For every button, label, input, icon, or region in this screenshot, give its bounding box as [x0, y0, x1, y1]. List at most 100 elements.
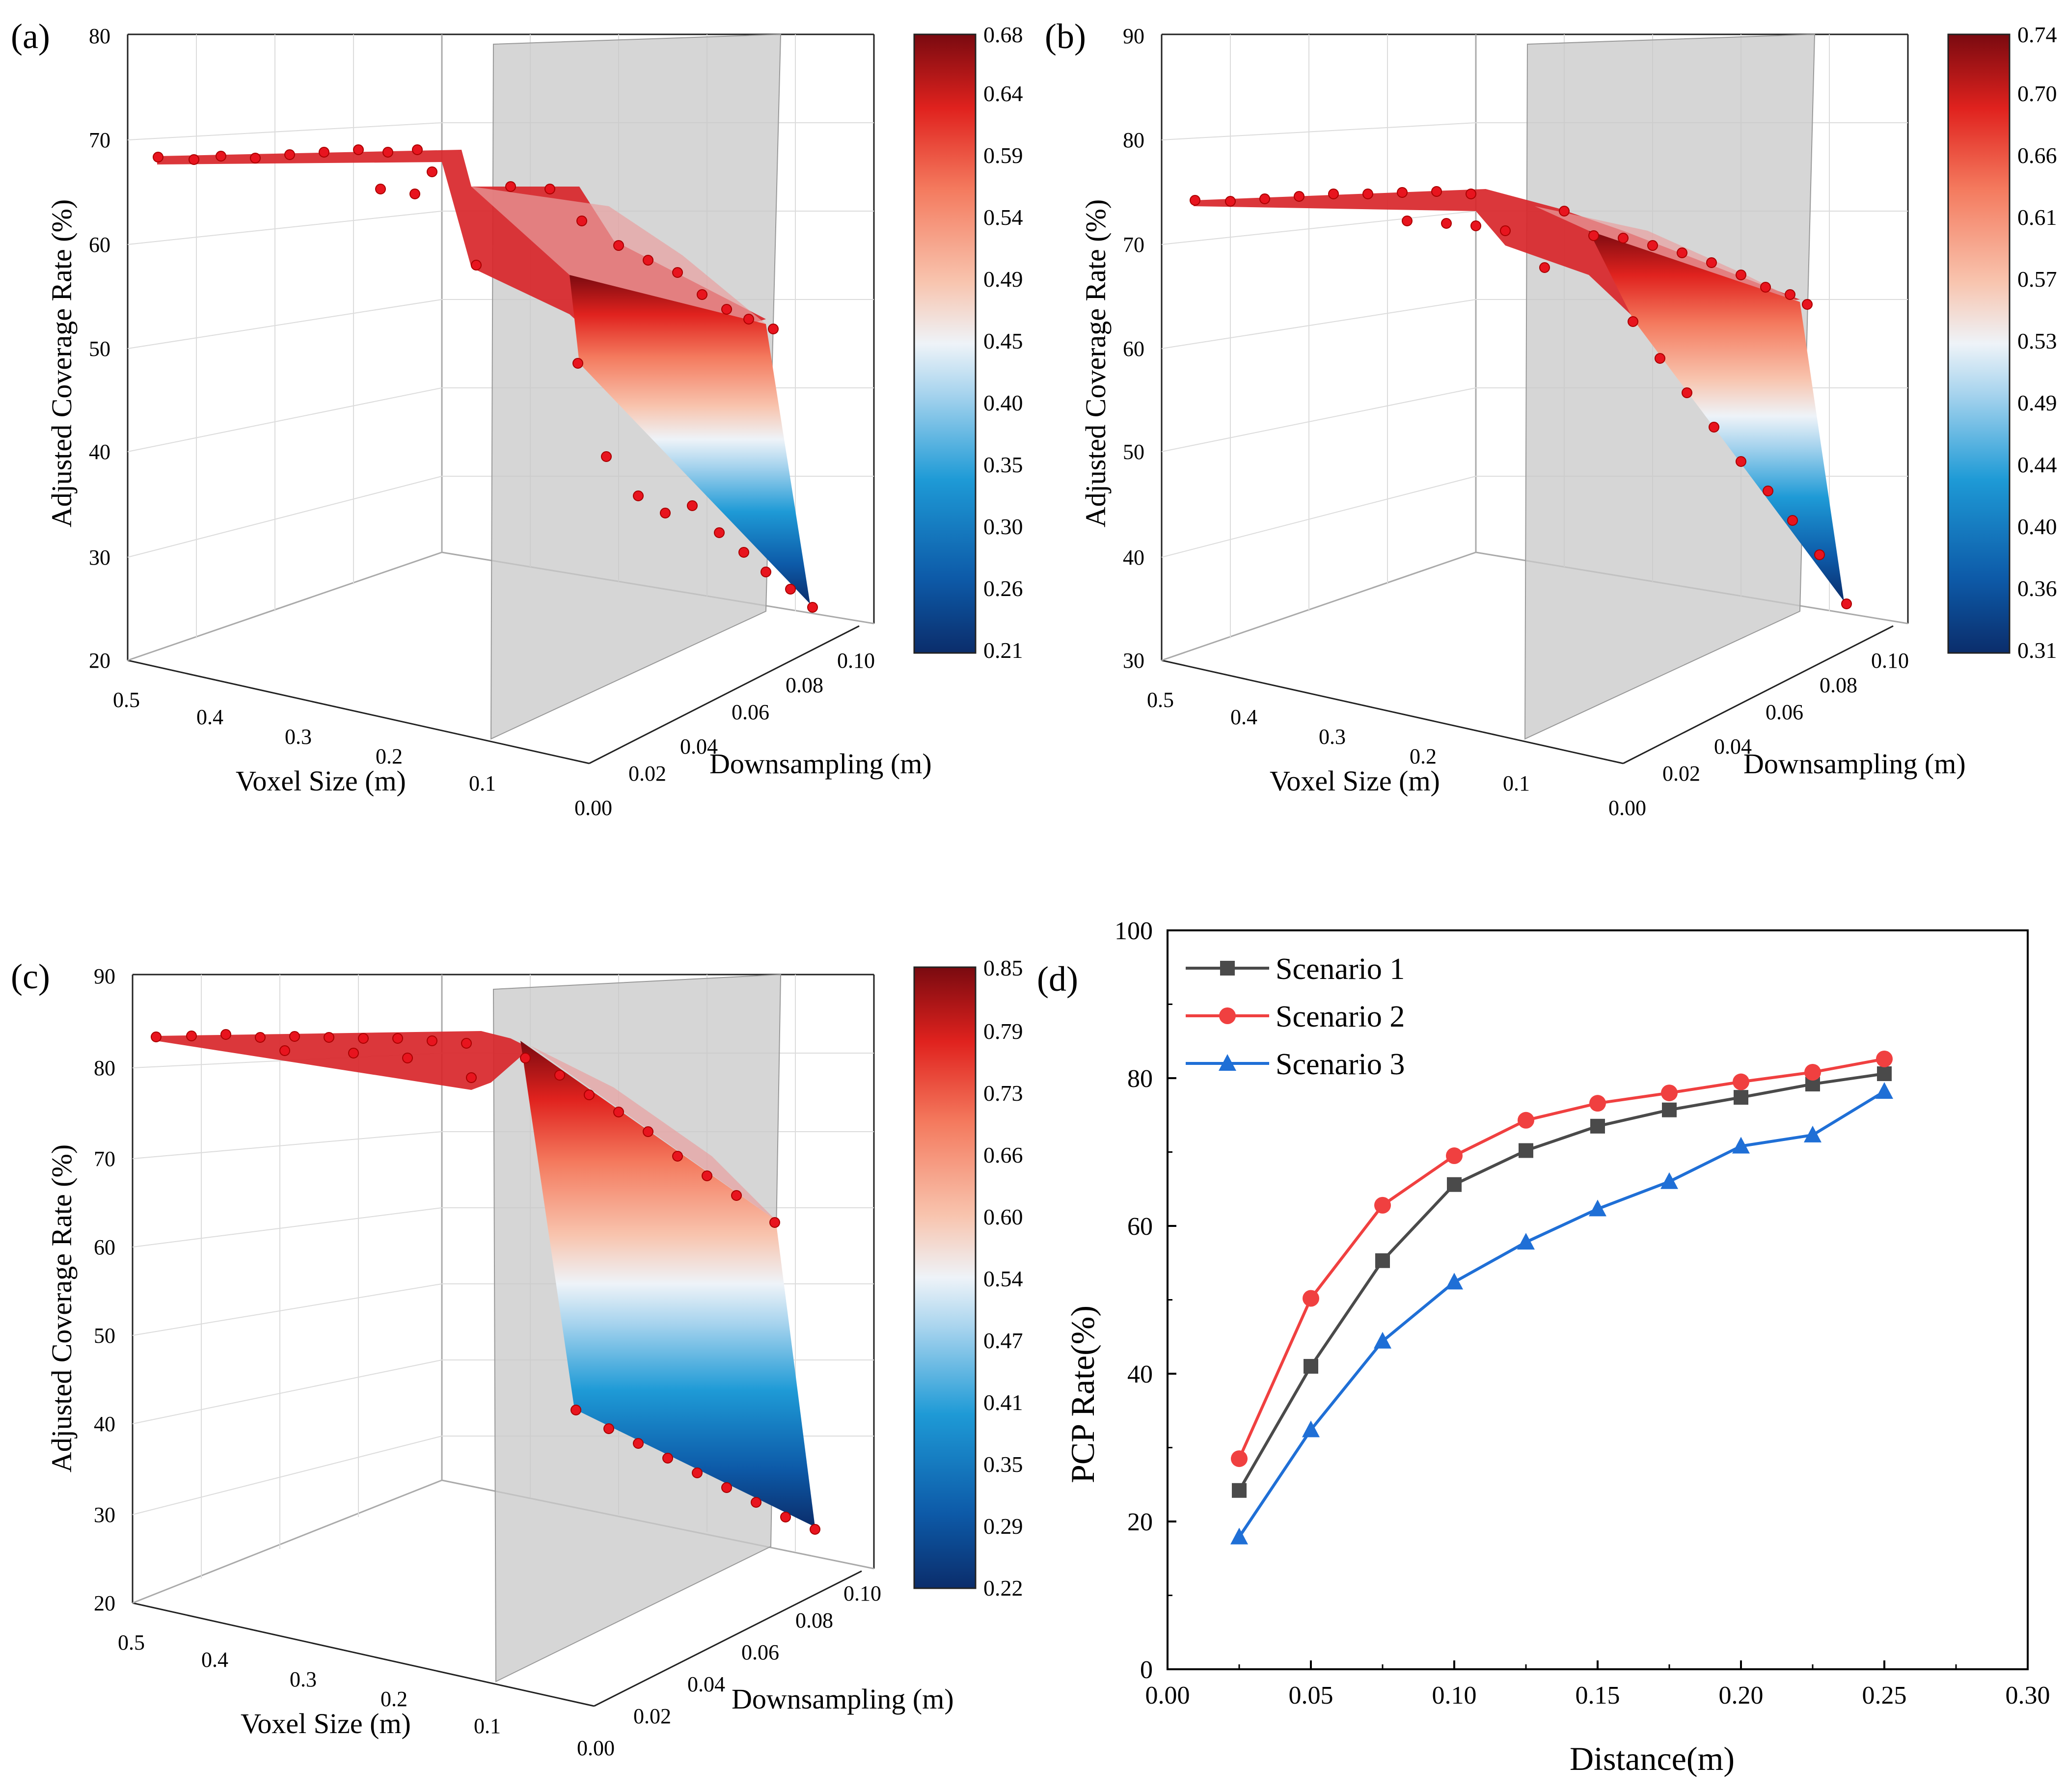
x-tick: 0.1: [1503, 771, 1530, 795]
data-point: [1303, 1290, 1319, 1307]
x-tick-label: 0.25: [1862, 1682, 1907, 1710]
z-tick-labels: 20 30 40 50 60 70 80 90: [94, 964, 115, 1615]
data-point: [1589, 1199, 1606, 1217]
cb-tick: 0.53: [2017, 328, 2057, 353]
data-point: [1231, 1450, 1248, 1467]
z-tick: 40: [89, 440, 110, 464]
y-tick: 0.06: [1766, 700, 1803, 724]
legend-marker: [1219, 1054, 1236, 1071]
cb-tick: 0.29: [983, 1514, 1023, 1539]
panel-label: (b): [1045, 17, 1086, 56]
x-tick: 0.5: [1147, 688, 1174, 712]
y-tick: 0.00: [574, 796, 612, 820]
data-point: [1375, 1253, 1390, 1268]
z-tick: 70: [89, 128, 110, 152]
z-tick: 20: [94, 1591, 115, 1615]
legend-label: Scenario 2: [1276, 1000, 1405, 1033]
y-tick: 0.02: [1662, 761, 1700, 786]
panel-c: (c): [11, 955, 1023, 1760]
series-scenario-3: [1230, 1082, 1893, 1545]
y-tick: 0.02: [628, 761, 666, 786]
x-tick: 0.2: [1410, 744, 1437, 768]
z-tick: 30: [94, 1503, 115, 1527]
data-point: [1661, 1085, 1678, 1102]
series-line: [1238, 1057, 1885, 1460]
z-tick: 30: [1123, 649, 1144, 673]
y-tick: 0.10: [1871, 649, 1909, 673]
z-tick: 70: [94, 1147, 115, 1171]
y-tick: 0.08: [795, 1608, 833, 1632]
x-tick-labels: 0.5 0.4 0.3 0.2 0.1: [1147, 688, 1530, 795]
cb-tick: 0.26: [983, 576, 1023, 601]
cb-tick: 0.66: [2017, 143, 2057, 168]
y-tick-label: 20: [1127, 1508, 1153, 1536]
markers: [1190, 186, 1852, 609]
data-point: [1804, 1125, 1821, 1142]
z-tick: 50: [89, 337, 110, 361]
z-tick: 70: [1123, 233, 1144, 257]
panel-label: (a): [11, 17, 50, 56]
cb-tick: 0.35: [983, 1452, 1023, 1477]
y-tick: 0.08: [786, 673, 823, 697]
cb-tick: 0.70: [2017, 81, 2057, 106]
cb-tick: 0.54: [983, 205, 1023, 230]
data-point: [1302, 1420, 1320, 1438]
data-point: [1518, 1112, 1534, 1129]
cb-tick: 0.68: [983, 22, 1023, 47]
data-point: [1877, 1066, 1892, 1081]
surface-slope: [570, 275, 810, 604]
plot-frame: 0.00 0.05 0.10 0.15 0.20 0.25 0.30 0 20 40 60 80 100: [1115, 917, 2050, 1710]
series-line: [1238, 1090, 1885, 1538]
cb-tick: 0.22: [983, 1575, 1023, 1601]
panel-label: (c): [11, 957, 50, 996]
y-tick-label: 80: [1127, 1065, 1153, 1093]
x-axis-label: Voxel Size (m): [241, 1708, 411, 1739]
y-tick: 0.02: [633, 1704, 671, 1728]
data-point: [1733, 1073, 1749, 1090]
markers: [153, 144, 818, 613]
y-tick: 0.06: [732, 700, 769, 724]
z-tick: 50: [94, 1324, 115, 1348]
panel-b: (b): [1045, 17, 2057, 820]
data-point: [1230, 1527, 1248, 1545]
surface-slope: [520, 1041, 815, 1527]
x-tick: 0.4: [196, 705, 223, 729]
z-tick-labels: 20 30 40 50 60 70 80: [89, 24, 110, 673]
z-tick: 40: [1123, 545, 1144, 570]
x-tick: 0.3: [285, 725, 312, 749]
legend-entry: Scenario 2: [1186, 1000, 1405, 1033]
data-point: [1662, 1102, 1677, 1117]
x-tick: 0.1: [474, 1714, 501, 1738]
vertical-plane: [1524, 33, 1816, 740]
y-tick-labels: 0.00 0.02 0.04 0.06 0.08 0.10: [574, 649, 875, 820]
cb-tick: 0.59: [983, 143, 1023, 168]
cb-tick: 0.36: [2017, 576, 2057, 601]
y-tick: 0.10: [843, 1581, 881, 1605]
x-tick: 0.2: [376, 744, 403, 768]
cb-tick: 0.73: [983, 1081, 1023, 1106]
surface-back: [1535, 206, 1800, 302]
panel-a: (a): [11, 17, 1023, 820]
x-tick-label: 0.10: [1432, 1682, 1477, 1710]
series-line: [1238, 1072, 1885, 1492]
series-layer: [1230, 1050, 1893, 1545]
surface-plateau: [156, 1031, 530, 1090]
z-tick: 80: [1123, 128, 1144, 152]
legend-entry: Scenario 3: [1186, 1048, 1405, 1081]
data-point: [1446, 1147, 1463, 1165]
x-tick: 0.2: [381, 1687, 408, 1711]
y-axis-label: Downsampling (m): [1743, 748, 1966, 780]
data-point: [1660, 1172, 1678, 1189]
y-tick: 0.06: [741, 1640, 779, 1664]
y-axis-label: PCP Rate(%): [1064, 1305, 1101, 1483]
cb-tick: 0.79: [983, 1019, 1023, 1044]
data-point: [1374, 1196, 1391, 1214]
x-tick-label: 0.30: [2006, 1682, 2050, 1710]
z-tick-labels: 30 40 50 60 70 80 90: [1123, 24, 1144, 673]
z-tick: 60: [94, 1235, 115, 1259]
x-tick-label: 0.05: [1289, 1682, 1333, 1710]
z-axis-label: Adjusted Coverage Rate (%): [46, 199, 78, 527]
data-point: [1517, 1233, 1535, 1250]
legend-entry: Scenario 1: [1186, 952, 1405, 986]
